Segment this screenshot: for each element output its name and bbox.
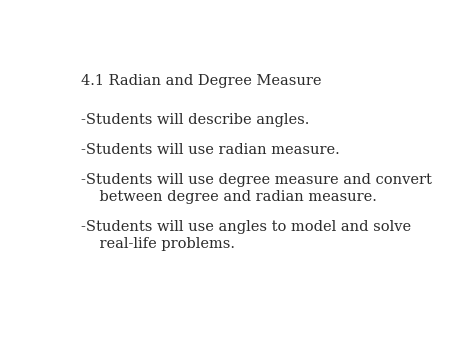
Text: 4.1 Radian and Degree Measure: 4.1 Radian and Degree Measure xyxy=(81,74,321,89)
Text: -Students will use degree measure and convert
    between degree and radian meas: -Students will use degree measure and co… xyxy=(81,173,432,204)
Text: -Students will use radian measure.: -Students will use radian measure. xyxy=(81,143,339,157)
Text: -Students will describe angles.: -Students will describe angles. xyxy=(81,113,309,127)
Text: -Students will use angles to model and solve
    real-life problems.: -Students will use angles to model and s… xyxy=(81,220,411,251)
